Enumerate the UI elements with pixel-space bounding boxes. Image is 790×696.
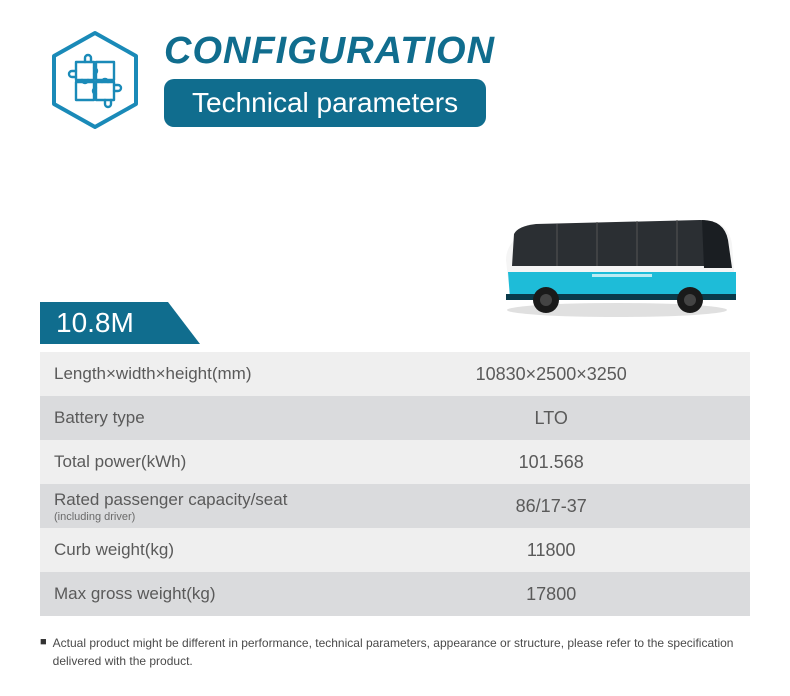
table-row: Total power(kWh)101.568: [40, 440, 750, 484]
spec-value: LTO: [352, 396, 750, 440]
size-tag: 10.8M: [40, 302, 200, 344]
footnote: ■ Actual product might be different in p…: [40, 634, 750, 670]
table-row: Curb weight(kg)11800: [40, 528, 750, 572]
spec-value: 10830×2500×3250: [352, 352, 750, 396]
table-row: Max gross weight(kg)17800: [40, 572, 750, 616]
table-row: Length×width×height(mm)10830×2500×3250: [40, 352, 750, 396]
page-subtitle: Technical parameters: [164, 79, 486, 127]
spec-label: Battery type: [40, 396, 352, 440]
title-block: CONFIGURATION Technical parameters: [164, 30, 495, 127]
puzzle-hexagon-icon: [50, 30, 140, 130]
spec-label: Length×width×height(mm): [40, 352, 352, 396]
spec-value: 17800: [352, 572, 750, 616]
spec-label: Curb weight(kg): [40, 528, 352, 572]
spec-label: Max gross weight(kg): [40, 572, 352, 616]
page-title: CONFIGURATION: [164, 30, 495, 73]
spec-table: Length×width×height(mm)10830×2500×3250Ba…: [40, 352, 750, 616]
table-row: Battery typeLTO: [40, 396, 750, 440]
bus-illustration: [492, 210, 742, 320]
spec-label: Rated passenger capacity/seat(including …: [40, 484, 352, 528]
spec-value: 86/17-37: [352, 484, 750, 528]
footnote-bullet-icon: ■: [40, 634, 47, 670]
spec-label: Total power(kWh): [40, 440, 352, 484]
footnote-text: Actual product might be different in per…: [53, 634, 750, 670]
header: CONFIGURATION Technical parameters: [0, 0, 790, 130]
table-row: Rated passenger capacity/seat(including …: [40, 484, 750, 528]
spec-sublabel: (including driver): [54, 511, 352, 523]
spec-value: 11800: [352, 528, 750, 572]
spec-value: 101.568: [352, 440, 750, 484]
